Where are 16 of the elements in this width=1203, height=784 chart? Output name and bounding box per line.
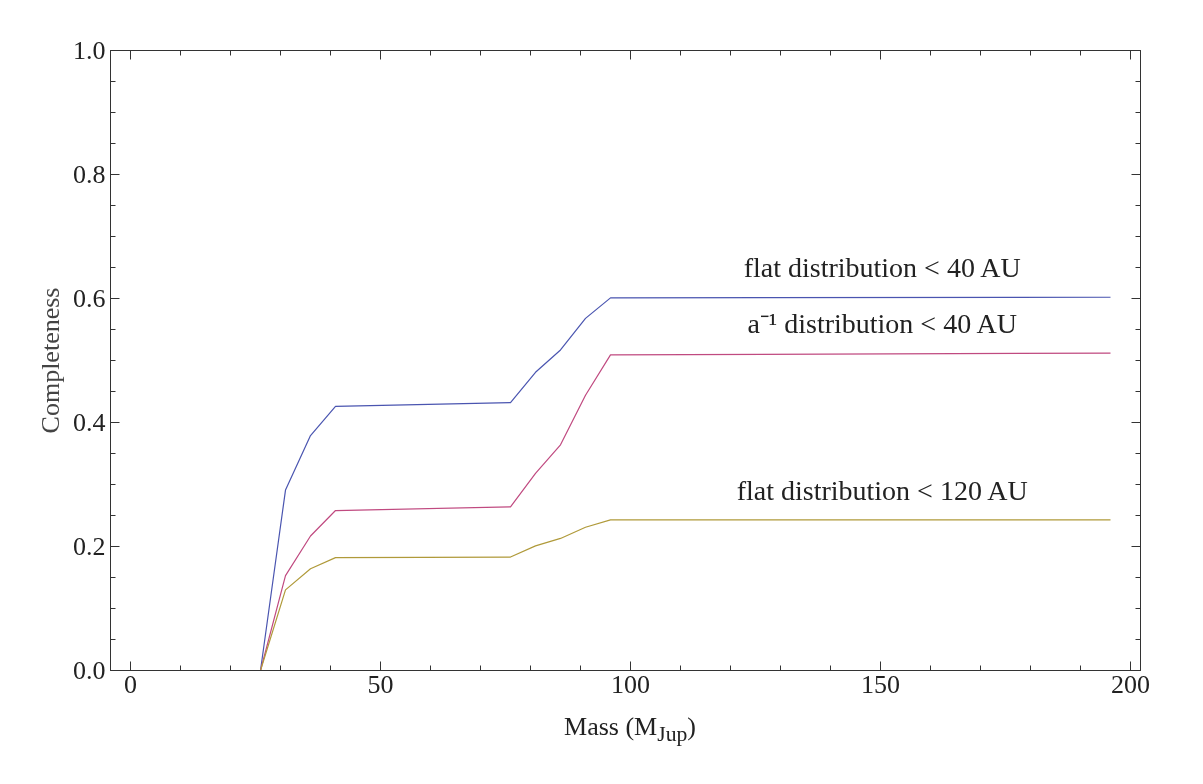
y-axis-title: Completeness (36, 287, 65, 434)
x-tick-label: 50 (367, 669, 394, 699)
y-tick-label: 0.0 (73, 656, 106, 685)
x-tick-label: 150 (861, 669, 900, 699)
series-label: a⁻¹ distribution < 40 AU (747, 308, 1018, 340)
y-tick-label: 1.0 (73, 36, 106, 65)
x-tick-label: 200 (1111, 669, 1150, 699)
series-label: flat distribution < 120 AU (736, 474, 1028, 506)
y-tick-label: 0.4 (73, 408, 106, 437)
y-tick-label: 0.8 (73, 160, 106, 189)
y-tick-label: 0.2 (73, 532, 106, 561)
x-tick-label: 100 (611, 669, 650, 699)
y-tick-label: 0.6 (73, 284, 106, 313)
series-label: flat distribution < 40 AU (743, 252, 1021, 284)
x-tick-label: 0 (124, 669, 137, 699)
x-axis-title: Mass (M$_{Jup}$) (564, 711, 696, 749)
